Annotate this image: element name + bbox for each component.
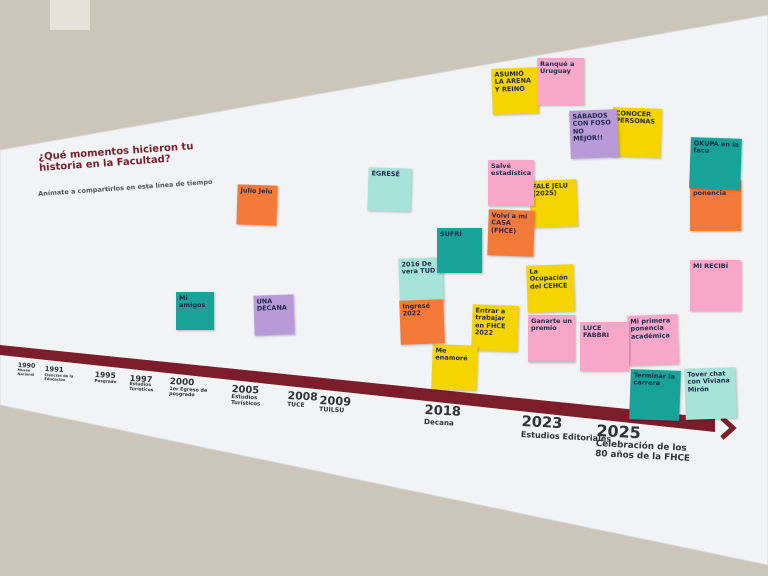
- timeline-item: 2000 1er Egreso de posgrado: [169, 377, 219, 400]
- sticky-note: Ganarte un premio: [528, 315, 576, 363]
- sticky-note: La Ocupación del CEHCE: [526, 264, 575, 313]
- timeline-label: Ciencias de la Educación: [44, 372, 74, 382]
- sticky-note: Terminar la carrera: [629, 369, 681, 421]
- sticky-note: EGRESÉ: [367, 167, 412, 212]
- sticky-note: UNA DECANA: [253, 294, 296, 337]
- sticky-note: FALE JELU (2025): [529, 179, 579, 229]
- sticky-note: OKUPA en la facu: [689, 137, 743, 191]
- timeline-item: 2009 TUILSU: [319, 393, 388, 417]
- timeline-label: Estudios Turísticos: [230, 393, 261, 408]
- sticky-note: Salvé estadística: [488, 160, 535, 207]
- timeline-item: 2005 Estudios Turísticos: [231, 384, 289, 410]
- timeline-item: 1997 Estudios Turísticos: [129, 373, 174, 395]
- timeline-item: 2018 Decana: [424, 403, 506, 430]
- sticky-note: Mi amigos: [176, 292, 215, 331]
- sticky-note: LUCE FABBRI: [580, 322, 629, 371]
- sticky-note: Ingresé 2022: [399, 299, 445, 345]
- sticky-note: Mi primera ponencia académica: [627, 314, 679, 366]
- sticky-note: Ranqué a Uruguay: [537, 58, 585, 106]
- sticky-note: Volví a mi CASA (FHCE): [487, 209, 535, 257]
- sticky-note: Tover chat con Viviana Mirón: [684, 367, 738, 421]
- timeline-line: [0, 345, 715, 432]
- sticky-note: ASUMIÓ LA ARENA Y REINÓ: [491, 67, 540, 116]
- sticky-note: MI RECIBÍ: [690, 260, 742, 312]
- outlet: [50, 0, 90, 30]
- sticky-note: SUFRÍ: [437, 228, 482, 273]
- sticky-note: Entrar a trabajar en FHCE 2022: [471, 304, 519, 352]
- sticky-note: Julio Jelu: [236, 184, 278, 226]
- sticky-note: SÁBADOS CON FOSO NO MEJOR!!: [569, 109, 620, 160]
- sticky-note: Me enamoré: [431, 344, 478, 391]
- timeline-arrow: [720, 416, 737, 440]
- timeline-item: 1991 Ciencias de la Educación: [44, 365, 78, 383]
- timeline-item: 2025 Celebración de los 80 años de la FHC…: [595, 421, 699, 465]
- timeline-label: Museo Nacional: [17, 367, 35, 377]
